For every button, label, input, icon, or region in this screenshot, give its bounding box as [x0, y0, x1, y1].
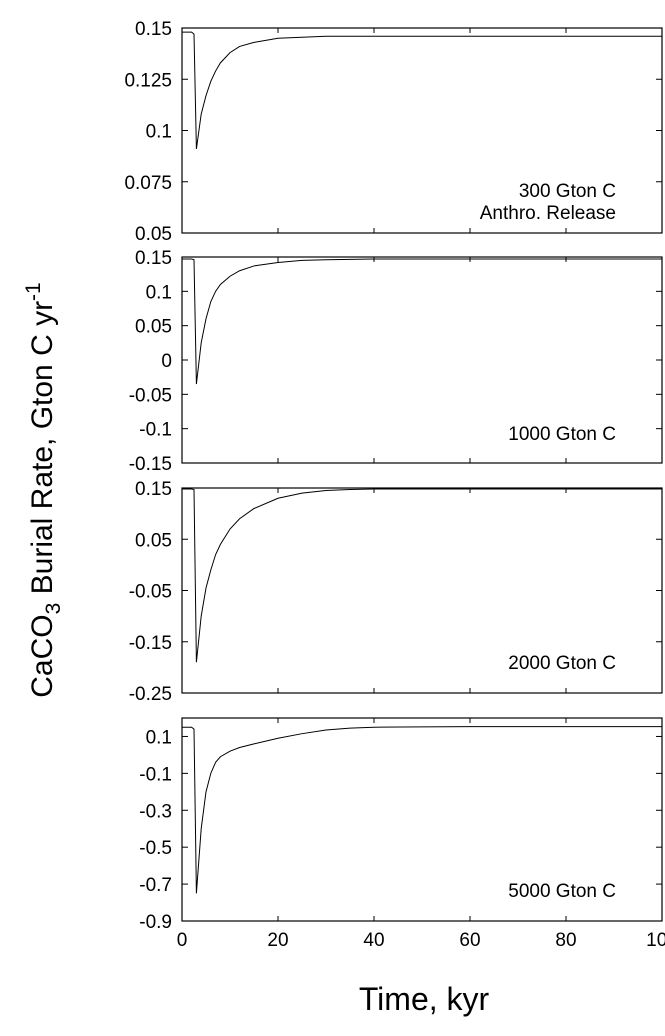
panel-annotation: 2000 Gton C — [508, 653, 616, 674]
panel-annotation: 300 Gton C — [519, 181, 616, 202]
x-tick-label: 100 — [646, 930, 665, 951]
panel-annotation: Anthro. Release — [480, 203, 616, 224]
y-axis-title: CaCO3 Burial Rate, Gton C yr-1 — [22, 282, 65, 698]
y-tick-label: 0 — [161, 351, 172, 372]
panel-annotation: 5000 Gton C — [508, 881, 616, 902]
x-tick-label: 40 — [363, 930, 384, 951]
y-tick-label: -0.05 — [129, 385, 172, 406]
x-tick-label: 20 — [267, 930, 288, 951]
y-tick-label: -0.25 — [129, 684, 172, 705]
panel-4: -0.9 -0.7 -0.5 -0.3 -0.1 0.1 5000 Gton C — [139, 717, 663, 933]
y-tick-label: 0.15 — [135, 479, 172, 500]
y-tick-label: 0.15 — [135, 19, 172, 40]
y-tick-label: -0.1 — [139, 764, 172, 785]
x-axis: 0 20 40 60 80 100 — [177, 930, 665, 951]
y-tick-label: 0.125 — [124, 70, 172, 91]
y-tick-label: 0.1 — [146, 122, 172, 143]
panel-2: -0.15 -0.1 -0.05 0 0.05 0.1 0.15 1000 Gton C — [129, 248, 663, 475]
y-tick-label: 0.075 — [124, 173, 172, 194]
y-tick-label: 0.15 — [135, 248, 172, 269]
y-tick-label: -0.05 — [129, 582, 172, 603]
y-tick-label: 0.05 — [135, 224, 172, 245]
y-tick-label: -0.15 — [129, 633, 172, 654]
y-tick-label: -0.1 — [139, 420, 172, 441]
y-tick-label: -0.7 — [139, 875, 172, 896]
y-tick-label: -0.3 — [139, 801, 172, 822]
panel-frame — [181, 717, 663, 922]
panel-annotation: 1000 Gton C — [508, 424, 616, 445]
series-line — [182, 726, 662, 894]
series-line — [182, 488, 662, 663]
y-axis-title-subscript: 3 — [42, 603, 65, 615]
y-tick-label: -0.9 — [139, 912, 172, 933]
y-tick-label: 0.05 — [135, 530, 172, 551]
y-axis-title-prefix: CaCO — [26, 614, 59, 697]
y-tick-label: 0.1 — [146, 282, 172, 303]
series-line — [182, 31, 662, 150]
y-tick-label: -0.15 — [129, 454, 172, 475]
x-axis-title: Time, kyr — [359, 981, 490, 1017]
y-tick-label: -0.5 — [139, 838, 172, 859]
series-line — [182, 258, 662, 385]
y-tick-label: 0.05 — [135, 317, 172, 338]
x-tick-label: 60 — [459, 930, 480, 951]
y-axis-title-superscript: -1 — [22, 282, 45, 301]
x-tick-label: 80 — [555, 930, 576, 951]
panel-3: -0.25 -0.15 -0.05 0.05 0.15 2000 Gton C — [129, 479, 663, 705]
y-axis-title-middle: Burial Rate, Gton C yr — [26, 301, 59, 603]
x-tick-label: 0 — [177, 930, 188, 951]
y-tick-label: 0.1 — [146, 727, 172, 748]
